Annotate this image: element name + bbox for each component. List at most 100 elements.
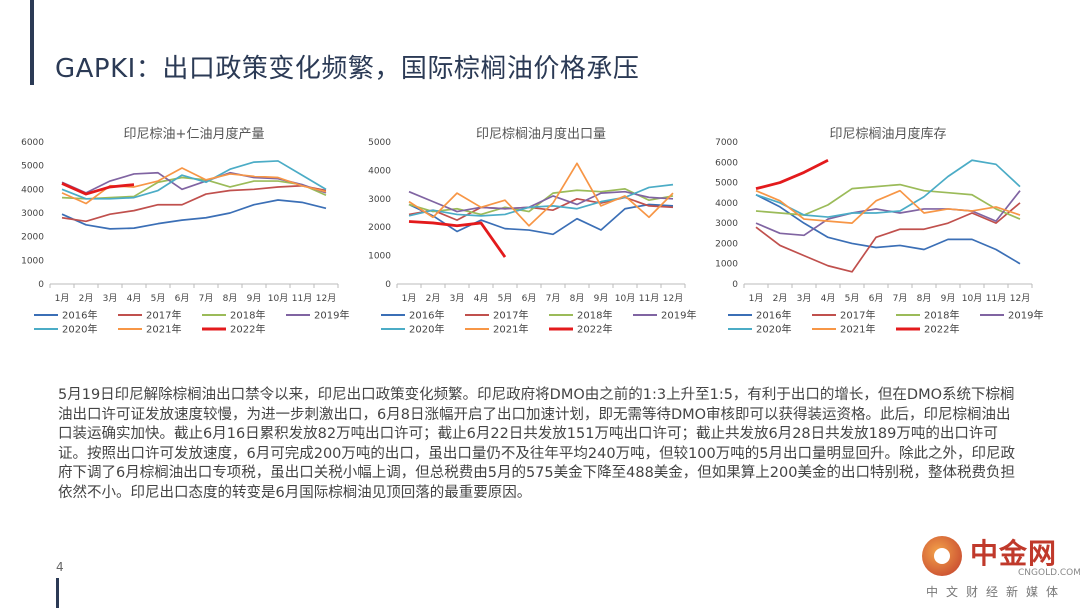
legend-label: 2022年	[924, 323, 959, 336]
y-tick-label: 4000	[715, 199, 738, 209]
y-tick-label: 1000	[21, 256, 44, 266]
x-tick-label: 8月	[223, 293, 238, 304]
chart-inventory: 印尼棕榈油月度库存 0 1000 2000 3000 4000 5000 6000 7000 1月…	[702, 120, 1047, 345]
chart-exports: 印尼棕榈油月度出口量 0 1000 2000 3000 4000 5000 1月 2月 3月 4月 5…	[355, 120, 700, 345]
x-tick-label: 4月	[127, 293, 142, 304]
y-tick-label: 2000	[715, 239, 738, 249]
series-line	[755, 202, 1021, 273]
legend-label: 2019年	[661, 309, 696, 322]
series-line	[755, 183, 1021, 220]
legend-label: 2016年	[756, 309, 791, 322]
x-tick-label: 12月	[1010, 293, 1030, 304]
y-tick-label: 0	[38, 280, 44, 290]
series-line	[61, 184, 327, 223]
legend-label: 2018年	[577, 309, 612, 322]
y-tick-label: 3000	[21, 209, 44, 219]
y-tick-label: 7000	[715, 138, 738, 148]
series-line	[408, 190, 674, 213]
x-tick-label: 8月	[917, 293, 932, 304]
y-tick-label: 6000	[21, 138, 44, 148]
series-line	[61, 160, 327, 200]
body-paragraph: 5月19日印尼解除棕榈油出口禁令以来，印尼出口政策变化频繁。印尼政府将DMO由之…	[58, 387, 1015, 501]
y-tick-label: 5000	[21, 162, 44, 172]
legend-label: 2020年	[409, 323, 444, 336]
legend-label: 2021年	[840, 323, 875, 336]
legend-label: 2017年	[146, 309, 181, 322]
series-line	[61, 182, 135, 196]
series-line	[755, 193, 1021, 265]
x-tick-label: 4月	[474, 293, 489, 304]
legend-label: 2020年	[62, 323, 97, 336]
x-tick-label: 6月	[175, 293, 190, 304]
x-tick-label: 9月	[247, 293, 262, 304]
x-tick-label: 7月	[546, 293, 561, 304]
x-tick-label: 7月	[199, 293, 214, 304]
y-tick-label: 6000	[715, 158, 738, 168]
legend-label: 2021年	[146, 323, 181, 336]
y-tick-label: 0	[385, 280, 391, 290]
logo-name: 中金网	[970, 537, 1058, 570]
x-tick-label: 12月	[663, 293, 683, 304]
x-tick-label: 5月	[845, 293, 860, 304]
logo-icon	[922, 536, 962, 576]
y-tick-label: 5000	[368, 138, 391, 148]
x-tick-label: 1月	[55, 293, 70, 304]
legend-label: 2018年	[230, 309, 265, 322]
series-line	[755, 159, 1021, 218]
legend-label: 2019年	[314, 309, 349, 322]
x-tick-label: 6月	[522, 293, 537, 304]
y-tick-label: 0	[732, 280, 738, 290]
legend-label: 2017年	[840, 309, 875, 322]
series-line	[408, 183, 674, 217]
accent-bar-bottom	[56, 578, 59, 608]
x-tick-label: 12月	[316, 293, 336, 304]
series-line	[755, 190, 1021, 237]
x-tick-label: 9月	[941, 293, 956, 304]
y-tick-label: 4000	[21, 185, 44, 195]
x-tick-label: 11月	[639, 293, 659, 304]
series-line	[408, 203, 674, 236]
legend-label: 2016年	[62, 309, 97, 322]
legend-label: 2017年	[493, 309, 528, 322]
y-tick-label: 3000	[715, 219, 738, 229]
x-tick-label: 3月	[797, 293, 812, 304]
legend-label: 2019年	[1008, 309, 1043, 322]
legend-label: 2022年	[230, 323, 265, 336]
logo-url: CNGOLD.COM.CN	[1018, 568, 1080, 578]
brand-logo: 中金网 CNGOLD.COM.CN 中文财经新媒体	[922, 530, 1080, 605]
chart-title: 印尼棕榈油月度库存	[829, 126, 946, 142]
chart-production: 印尼棕油+仁油月度产量 0 1000 2000 3000 4000 5000 6000 1月 2月…	[8, 120, 353, 345]
x-tick-label: 2月	[773, 293, 788, 304]
chart-svg: 印尼棕油+仁油月度产量 0 1000 2000 3000 4000 5000 6000 1月 2月…	[21, 126, 349, 336]
x-tick-label: 3月	[450, 293, 465, 304]
x-tick-label: 8月	[570, 293, 585, 304]
x-tick-label: 3月	[103, 293, 118, 304]
chart-svg: 印尼棕榈油月度出口量 0 1000 2000 3000 4000 5000 1月 2月 3月 4月 5…	[368, 126, 696, 336]
chart-title: 印尼棕油+仁油月度产量	[124, 126, 265, 142]
x-tick-label: 9月	[594, 293, 609, 304]
series-line	[755, 159, 829, 191]
series-line	[61, 199, 327, 230]
legend-label: 2016年	[409, 309, 444, 322]
x-tick-label: 11月	[986, 293, 1006, 304]
x-tick-label: 4月	[821, 293, 836, 304]
series-line	[755, 189, 1021, 224]
x-tick-label: 7月	[893, 293, 908, 304]
legend-label: 2021年	[493, 323, 528, 336]
chart-svg: 印尼棕榈油月度库存 0 1000 2000 3000 4000 5000 6000 7000 1月…	[715, 126, 1043, 336]
series-line	[408, 162, 674, 227]
x-tick-label: 1月	[749, 293, 764, 304]
x-tick-label: 5月	[498, 293, 513, 304]
page-number: 4	[56, 560, 64, 574]
legend-label: 2020年	[756, 323, 791, 336]
y-tick-label: 5000	[715, 179, 738, 189]
page-title: GAPKI：出口政策变化频繁，国际棕榈油价格承压	[55, 54, 640, 84]
x-tick-label: 5月	[151, 293, 166, 304]
x-tick-label: 2月	[79, 293, 94, 304]
accent-bar	[30, 0, 34, 85]
x-tick-label: 6月	[869, 293, 884, 304]
logo-tagline: 中文财经新媒体	[926, 585, 1067, 599]
legend-label: 2018年	[924, 309, 959, 322]
chart-title: 印尼棕榈油月度出口量	[476, 126, 606, 142]
x-tick-label: 10月	[962, 293, 982, 304]
